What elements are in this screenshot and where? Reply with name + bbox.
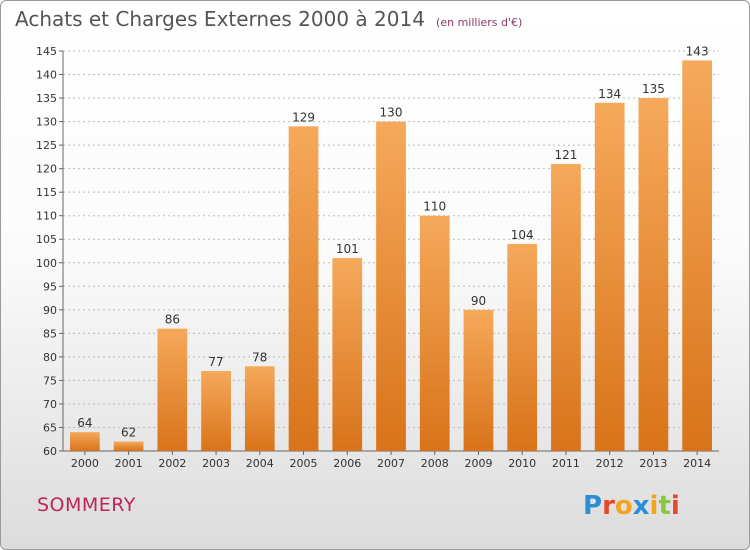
data-label: 134 (598, 87, 621, 101)
logo-letter: o (614, 491, 633, 521)
data-label: 64 (77, 416, 92, 430)
y-tick-label: 100 (36, 257, 57, 270)
y-tick-label: 120 (36, 163, 57, 176)
x-tick-label: 2001 (115, 457, 143, 470)
y-tick-label: 90 (43, 304, 57, 317)
y-tick-label: 115 (36, 186, 57, 199)
x-tick-label: 2012 (596, 457, 624, 470)
data-label: 101 (336, 242, 359, 256)
data-label: 77 (208, 355, 223, 369)
bar-2005 (288, 126, 319, 451)
logo-letter: r (602, 491, 615, 521)
x-tick-label: 2006 (333, 457, 361, 470)
y-tick-label: 125 (36, 139, 57, 152)
x-tick-label: 2000 (71, 457, 99, 470)
bar-2009 (463, 309, 494, 451)
proxiti-logo: Proxiti (583, 491, 680, 521)
y-tick-label: 140 (36, 69, 57, 82)
logo-letter: i (649, 491, 659, 521)
y-tick-label: 105 (36, 233, 57, 246)
y-tick-label: 130 (36, 116, 57, 129)
y-tick-label: 70 (43, 398, 57, 411)
y-tick-label: 75 (43, 374, 57, 387)
x-tick-label: 2013 (639, 457, 667, 470)
data-label: 110 (423, 200, 446, 214)
chart-subtitle: (en milliers d'€) (436, 16, 523, 29)
x-tick-label: 2002 (158, 457, 186, 470)
logo-letter: P (583, 491, 603, 521)
x-tick-label: 2008 (421, 457, 449, 470)
y-tick-label: 145 (36, 45, 57, 58)
data-label: 78 (252, 350, 267, 364)
y-tick-label: 80 (43, 351, 57, 364)
data-label: 104 (511, 228, 534, 242)
chart-title: Achats et Charges Externes 2000 à 2014 (15, 7, 425, 31)
bar-2006 (332, 258, 363, 451)
bar-2008 (419, 215, 450, 451)
bar-2003 (201, 371, 231, 451)
bar-2000 (69, 432, 100, 451)
y-tick-label: 135 (36, 92, 57, 105)
data-label: 130 (380, 106, 403, 120)
bar-2011 (551, 163, 581, 452)
bar-2001 (113, 441, 144, 451)
y-tick-label: 110 (36, 210, 57, 223)
data-label: 129 (292, 110, 315, 124)
bar-2004 (244, 366, 275, 451)
data-label: 135 (642, 82, 665, 96)
data-label: 121 (554, 148, 577, 162)
x-tick-label: 2011 (552, 457, 580, 470)
commune-name: SOMMERY (37, 494, 136, 516)
y-tick-label: 65 (43, 421, 57, 434)
data-label: 90 (471, 294, 486, 308)
label-layer: 64 62 86 77 78 129 101 130 110 90 104 121 134 135 143 (77, 44, 708, 439)
x-tick-label: 2014 (683, 457, 711, 470)
logo-letter: i (670, 491, 680, 521)
y-tick-label: 95 (43, 280, 57, 293)
x-tick-label: 2007 (377, 457, 405, 470)
data-label: 86 (165, 313, 180, 327)
x-tick-label: 2009 (464, 457, 492, 470)
logo-letter: t (658, 491, 671, 521)
x-tick-label: 2010 (508, 457, 536, 470)
y-tick-label: 85 (43, 327, 57, 340)
bar-2012 (594, 102, 625, 451)
bar-2014 (682, 60, 713, 451)
bar-2010 (507, 243, 538, 451)
data-label: 143 (686, 44, 709, 58)
bar-2002 (157, 328, 188, 451)
bar-2013 (638, 98, 669, 451)
x-tick-label: 2004 (246, 457, 274, 470)
x-tick-label: 2003 (202, 457, 230, 470)
y-tick-label: 60 (43, 445, 57, 458)
title-row: Achats et Charges Externes 2000 à 2014 (… (15, 7, 522, 31)
data-label: 62 (121, 426, 136, 440)
x-tick-label: 2005 (290, 457, 318, 470)
logo-letter: x (632, 491, 650, 521)
bar-2007 (376, 121, 406, 452)
bar-layer (69, 60, 713, 452)
